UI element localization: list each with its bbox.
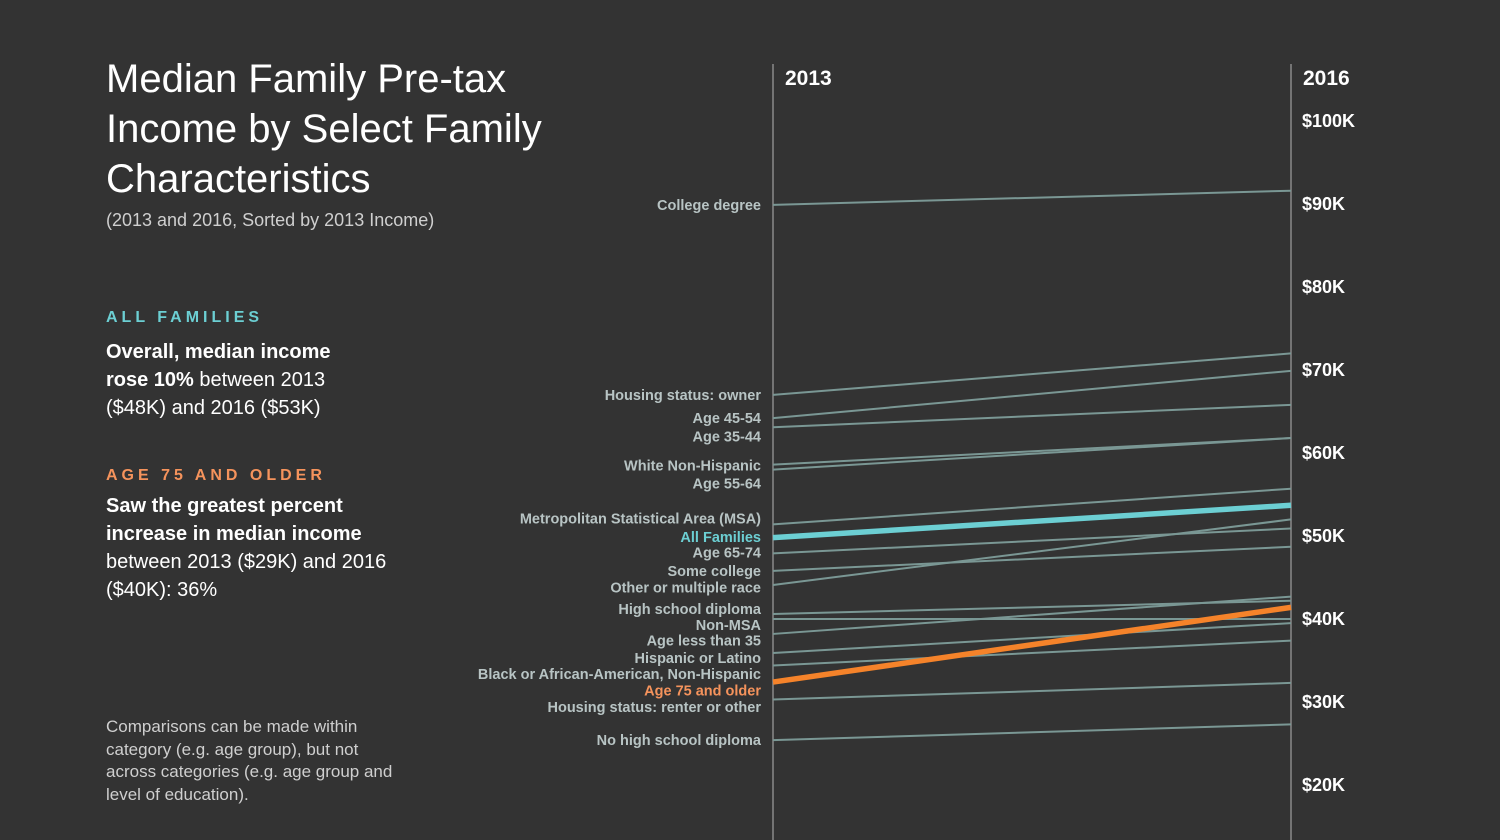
- age75-callout-text: between 2013 ($29K) and 2016 ($40K): 36%: [106, 551, 387, 601]
- all-families-callout: Overall, median income rose 10% between …: [106, 338, 366, 422]
- y-tick-label: $50K: [1302, 526, 1345, 546]
- y-tick-label: $20K: [1302, 775, 1345, 795]
- series-line: [772, 518, 1292, 586]
- series-line: [772, 604, 1292, 685]
- series-label: White Non-Hispanic: [624, 458, 761, 474]
- series-line: [772, 622, 1292, 655]
- page-subtitle: (2013 and 2016, Sorted by 2013 Income): [106, 210, 435, 230]
- series-label: High school diploma: [618, 602, 762, 618]
- series-label: Age less than 35: [647, 634, 761, 650]
- series-label: Age 75 and older: [644, 683, 761, 699]
- series-label: College degree: [657, 198, 761, 214]
- series-label: Age 45-54: [692, 411, 761, 427]
- y-tick-label: $80K: [1302, 277, 1345, 297]
- series-label: Hispanic or Latino: [635, 651, 762, 667]
- y-tick-label: $90K: [1302, 194, 1345, 214]
- series-label: Metropolitan Statistical Area (MSA): [520, 512, 761, 528]
- age75-callout: Saw the greatest percent increase in med…: [106, 492, 396, 604]
- all-families-callout-bold: Overall, median income rose 10%: [106, 341, 331, 391]
- y-tick-label: $40K: [1302, 609, 1345, 629]
- series-line: [772, 545, 1292, 572]
- series-line: [772, 502, 1292, 541]
- series-line: [772, 369, 1292, 420]
- series-label: No high school diploma: [597, 733, 762, 749]
- series-label: Housing status: renter or other: [548, 700, 762, 716]
- all-families-kicker: ALL FAMILIES: [106, 309, 264, 326]
- series-label: Age 55-64: [692, 477, 761, 493]
- series-line: [772, 681, 1292, 701]
- y-tick-label: $30K: [1302, 692, 1345, 712]
- year-label-2013: 2013: [785, 67, 832, 90]
- series-label: Non-MSA: [696, 618, 762, 634]
- series-line: [772, 403, 1292, 429]
- series-line: [772, 189, 1292, 206]
- series-line: [772, 723, 1292, 742]
- series-label: Housing status: owner: [605, 388, 762, 404]
- series-label: Age 35-44: [692, 429, 761, 445]
- series-label: Some college: [668, 564, 761, 580]
- page-title: Median Family Pre-tax Income by Select F…: [106, 57, 542, 201]
- series-line: [772, 352, 1292, 396]
- series-label: All Families: [680, 530, 761, 546]
- series-line: [772, 527, 1292, 555]
- series-line: [772, 437, 1292, 471]
- age75-callout-bold: Saw the greatest percent increase in med…: [106, 495, 362, 545]
- year-label-2016: 2016: [1303, 67, 1350, 90]
- series-line: [772, 595, 1292, 635]
- series-label: Other or multiple race: [610, 580, 761, 596]
- series-label: Black or African-American, Non-Hispanic: [478, 667, 761, 683]
- y-tick-label: $100K: [1302, 111, 1355, 131]
- comparison-note: Comparisons can be made within category …: [106, 717, 393, 804]
- series-label: Age 65-74: [692, 546, 761, 562]
- series-line: [772, 639, 1292, 667]
- y-tick-label: $60K: [1302, 443, 1345, 463]
- y-tick-label: $70K: [1302, 360, 1345, 380]
- age75-kicker: AGE 75 AND OLDER: [106, 467, 326, 484]
- all-families-callout-text: between 2013 ($48K) and 2016 ($53K): [106, 369, 326, 419]
- series-line: [772, 487, 1292, 526]
